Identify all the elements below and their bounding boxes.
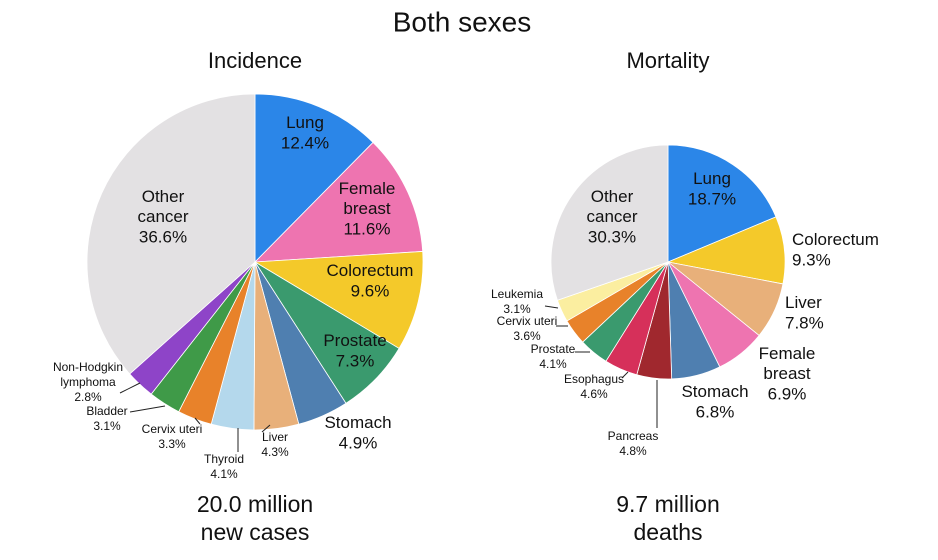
- slice-label: Female breast: [759, 344, 816, 383]
- slice-value-label: 4.1%: [539, 357, 567, 371]
- slice-label: Other cancer: [586, 187, 637, 226]
- slice-value-label: 9.6%: [351, 281, 390, 300]
- slice-label: Female breast: [339, 179, 396, 218]
- slice-value-label: 12.4%: [281, 133, 329, 152]
- slice-value-label: 4.6%: [580, 387, 608, 401]
- slice-label: Colorectum: [792, 230, 879, 249]
- slice-label: Bladder: [86, 404, 127, 418]
- slice-value-label: 7.8%: [785, 313, 824, 332]
- slice-value-label: 7.3%: [336, 351, 375, 370]
- slice-label: Prostate: [323, 331, 386, 350]
- slice-label: Stomach: [681, 382, 748, 401]
- slice-value-label: 3.1%: [93, 419, 121, 433]
- slice-value-label: 30.3%: [588, 227, 636, 246]
- pie-slice: [254, 93, 374, 263]
- pie-slice: [550, 144, 669, 301]
- slice-label: Esophagus: [564, 372, 624, 386]
- slice-value-label: 4.3%: [261, 445, 289, 459]
- slice-label: Stomach: [324, 413, 391, 432]
- leader-line: [119, 382, 141, 394]
- slice-label: Lung: [693, 169, 731, 188]
- slice-value-label: 18.7%: [688, 189, 736, 208]
- slice-label: Leukemia: [491, 287, 543, 301]
- pie-slice: [253, 141, 424, 263]
- slice-value-label: 4.1%: [210, 467, 238, 481]
- slice-label: Liver: [262, 430, 288, 444]
- slice-value-label: 36.6%: [139, 227, 187, 246]
- slice-value-label: 6.8%: [696, 402, 735, 421]
- pie-title: Mortality: [626, 48, 709, 73]
- leader-line: [129, 405, 166, 413]
- leader-line: [544, 305, 559, 309]
- slice-label: Lung: [286, 113, 324, 132]
- slice-label: Other cancer: [137, 187, 188, 226]
- slice-label: Cervix uteri: [142, 422, 203, 436]
- slice-value-label: 3.1%: [503, 302, 531, 316]
- pie-slice: [86, 93, 256, 375]
- chart-title: Both sexes: [393, 6, 532, 37]
- slice-label: Colorectum: [327, 261, 414, 280]
- slice-label: Prostate: [531, 342, 576, 356]
- slice-value-label: 9.3%: [792, 250, 831, 269]
- slice-value-label: 4.9%: [339, 433, 378, 452]
- leader-line: [261, 424, 271, 433]
- caption: 9.7 million deaths: [616, 491, 720, 545]
- slice-value-label: 2.8%: [74, 390, 102, 404]
- slice-value-label: 4.8%: [619, 444, 647, 458]
- slice-label: Cervix uteri: [497, 314, 558, 328]
- pie-title: Incidence: [208, 48, 302, 73]
- slice-label: Liver: [785, 293, 822, 312]
- slice-value-label: 3.3%: [158, 437, 186, 451]
- slice-value-label: 11.6%: [344, 219, 391, 238]
- leader-line: [621, 371, 629, 379]
- leader-line: [194, 417, 201, 425]
- pie-slice: [667, 144, 777, 263]
- slice-label: Non-Hodgkin lymphoma: [53, 360, 123, 389]
- slice-label: Pancreas: [608, 429, 659, 443]
- slice-label: Thyroid: [204, 452, 244, 466]
- slice-value-label: 3.6%: [513, 329, 541, 343]
- slice-value-label: 6.9%: [768, 384, 807, 403]
- pie-slice: [253, 251, 424, 349]
- caption: 20.0 million new cases: [197, 491, 313, 545]
